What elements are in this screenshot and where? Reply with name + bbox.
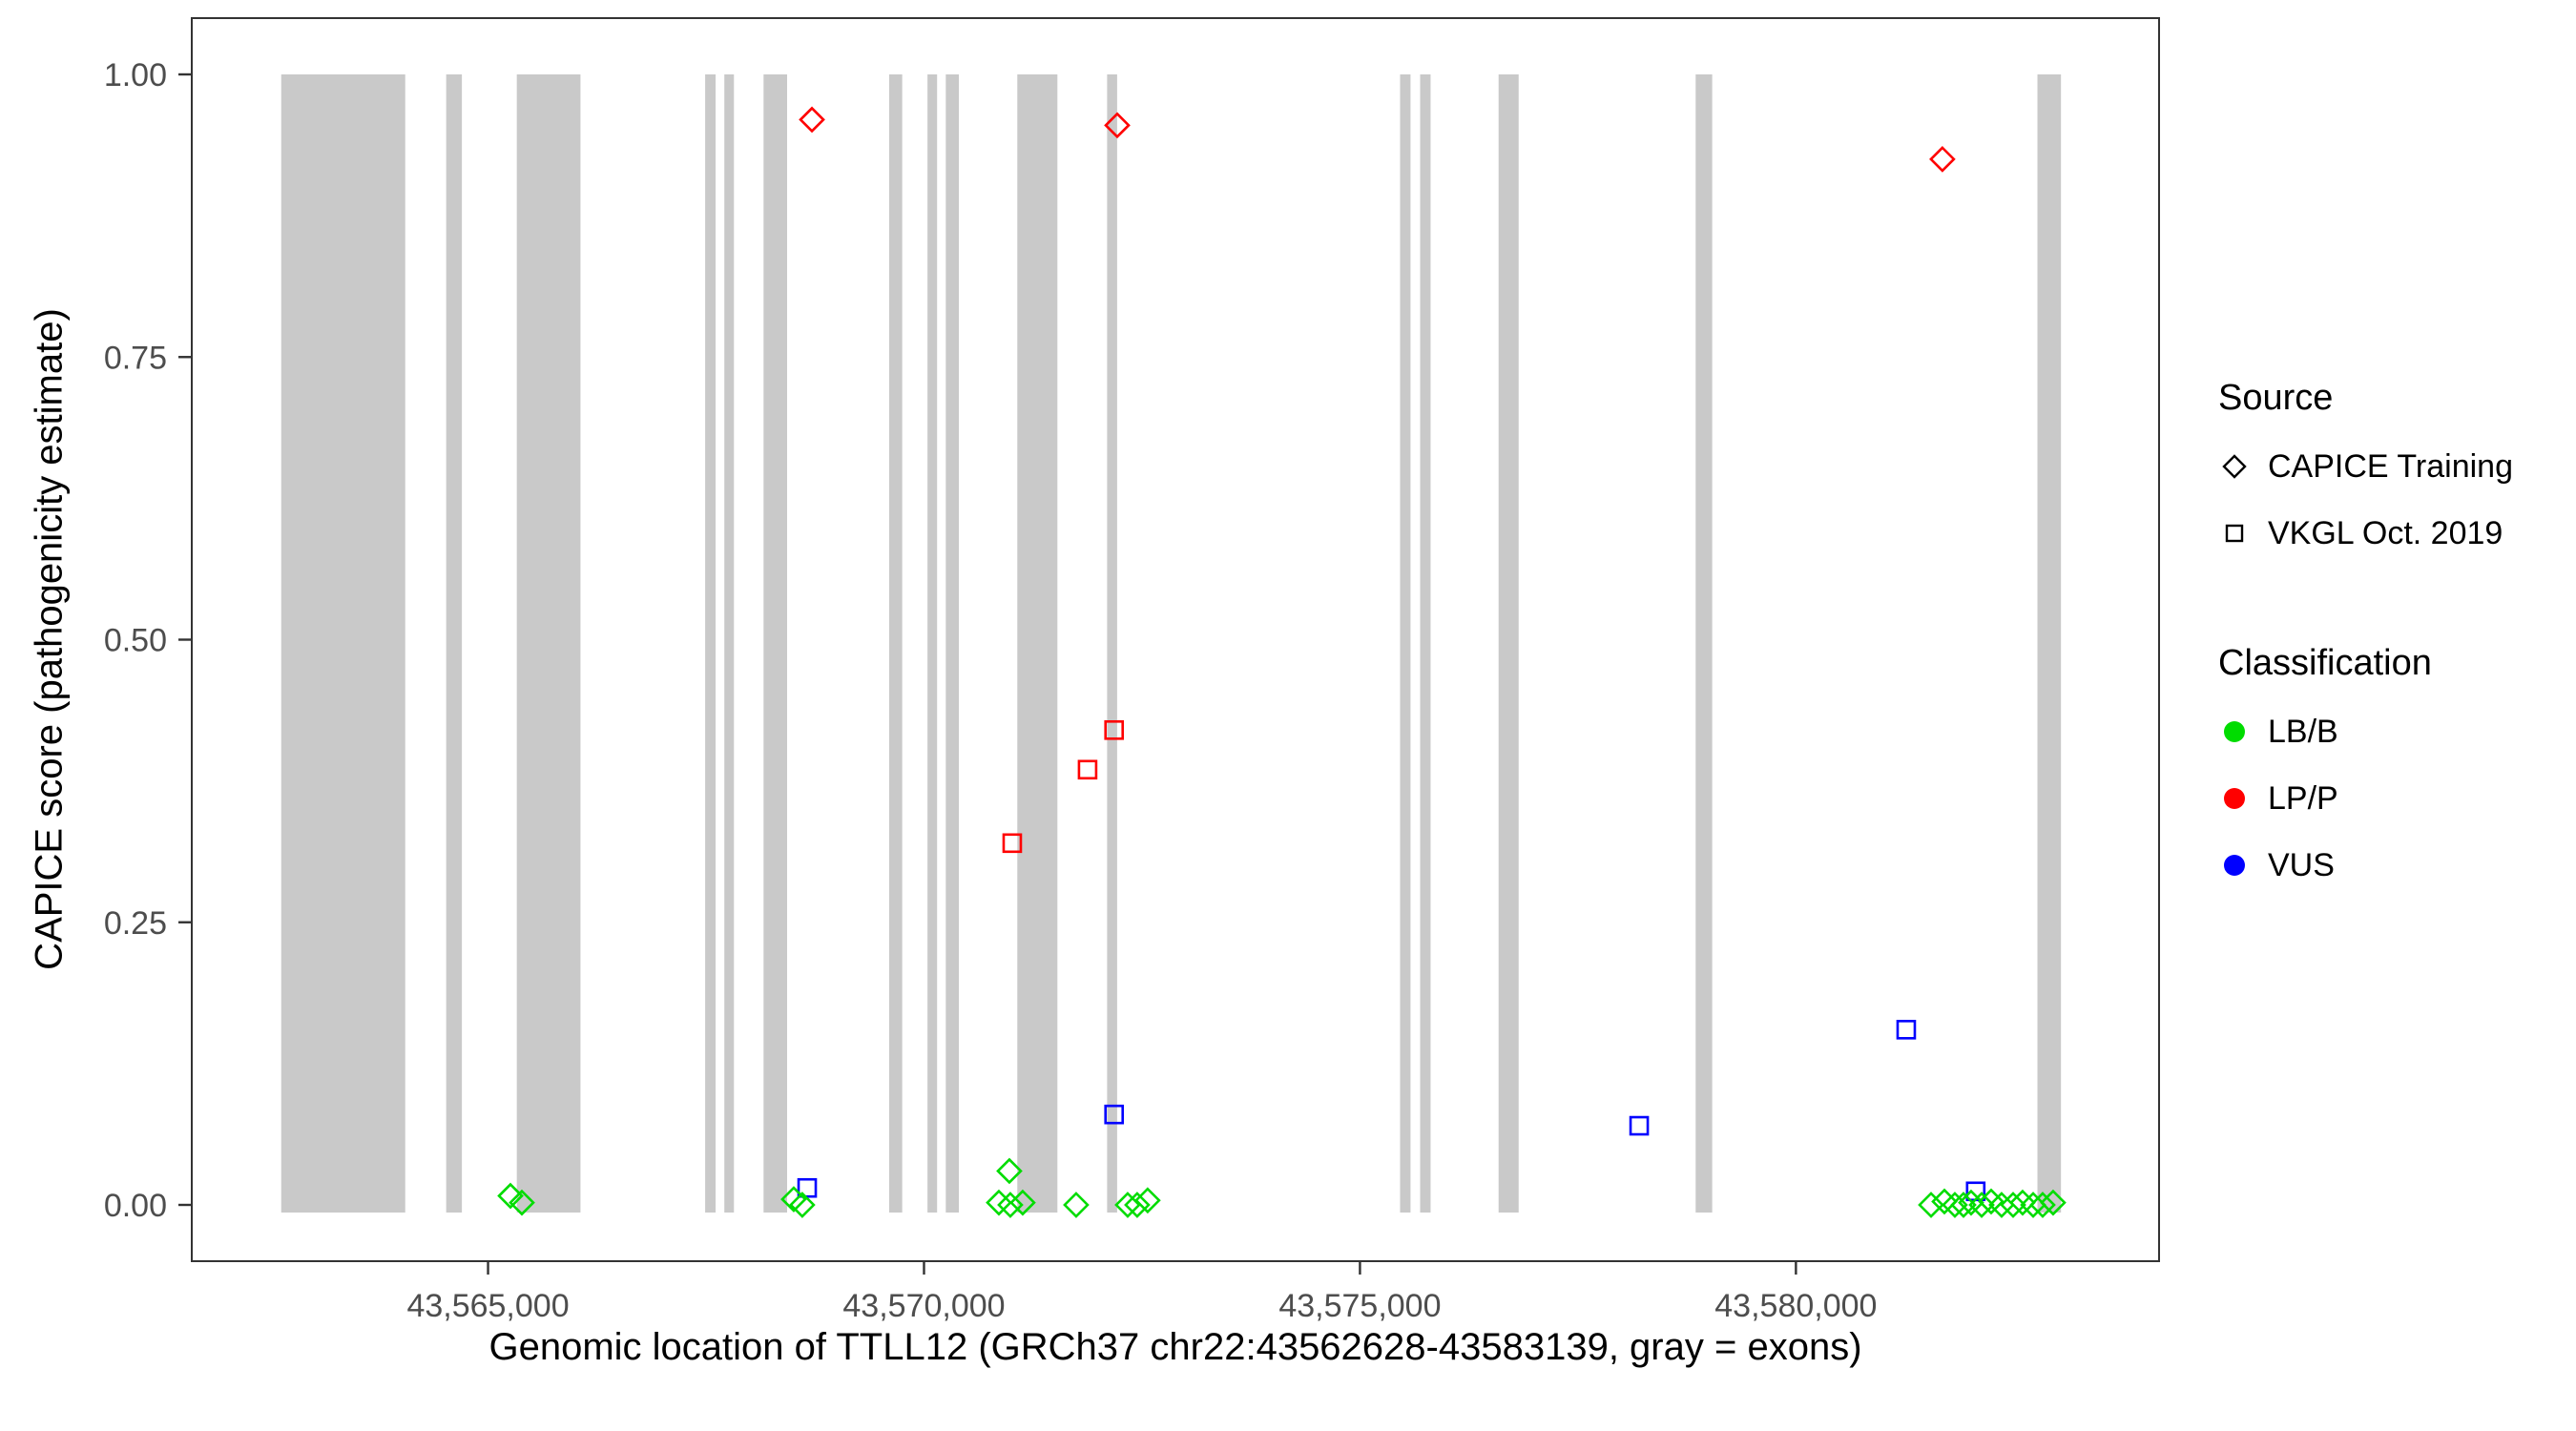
data-point-diamond (1950, 1192, 1977, 1218)
data-point-diamond (509, 1189, 535, 1216)
legend: Source CAPICE Training VKGL Oct. 2019 Cl… (2218, 380, 2562, 899)
data-point-diamond (1063, 1192, 1090, 1218)
data-point-diamond (1929, 146, 1956, 173)
y-axis-title: CAPICE score (pathogenicity estimate) (28, 308, 71, 970)
exon-bar (1498, 74, 1519, 1213)
data-point-square (797, 1177, 818, 1198)
data-point-diamond (1124, 1192, 1151, 1218)
y-tick-label: 1.00 (104, 57, 167, 93)
exon-bar (945, 74, 960, 1213)
legend-classification-title: Classification (2218, 643, 2432, 683)
x-axis-title: Genomic location of TTLL12 (GRCh37 chr22… (488, 1326, 1862, 1368)
exon-bar (705, 74, 717, 1213)
data-point-diamond (1968, 1192, 1995, 1218)
exon-bar (516, 74, 581, 1213)
legend-item-label: CAPICE Training (2268, 447, 2513, 485)
data-point-square (1002, 833, 1023, 854)
red-dot-icon (2218, 782, 2251, 815)
legend-item-label: VKGL Oct. 2019 (2268, 514, 2503, 551)
exon-bar (1400, 74, 1411, 1213)
legend-item-vkgl: VKGL Oct. 2019 (2218, 500, 2562, 567)
legend-item-lbb: LB/B (2218, 698, 2562, 765)
y-tick-label: 0.00 (104, 1188, 167, 1224)
data-point-diamond (2029, 1192, 2056, 1218)
exon-bar (1107, 74, 1117, 1213)
data-point-diamond (497, 1182, 524, 1210)
data-point-diamond (1918, 1192, 1944, 1218)
data-point-diamond (789, 1192, 816, 1218)
legend-item-vus: VUS (2218, 832, 2562, 899)
x-tick-label: 43,575,000 (1278, 1288, 1441, 1324)
diamond-icon (2218, 450, 2251, 483)
data-point-square (1629, 1115, 1650, 1136)
data-point-square (1104, 1104, 1125, 1125)
x-tick-label: 43,565,000 (406, 1288, 569, 1324)
data-point-diamond (1134, 1187, 1161, 1214)
green-dot-icon (2218, 716, 2251, 748)
data-point-diamond (2020, 1192, 2046, 1218)
exon-bar (1017, 74, 1058, 1213)
legend-item-label: LP/P (2268, 779, 2338, 817)
data-point-diamond (1104, 112, 1131, 139)
x-tick-label: 43,570,000 (842, 1288, 1005, 1324)
data-point-diamond (2040, 1189, 2067, 1216)
exon-bar (888, 74, 903, 1213)
data-point-diamond (1958, 1189, 1984, 1216)
legend-item-capice-training: CAPICE Training (2218, 433, 2562, 500)
data-point-diamond (997, 1192, 1024, 1218)
data-point-square (1896, 1020, 1917, 1040)
legend-item-lpp: LP/P (2218, 765, 2562, 832)
exon-bar (1695, 74, 1713, 1213)
exon-bar (927, 74, 938, 1213)
legend-item-label: LB/B (2268, 713, 2338, 750)
exon-bar (1420, 74, 1431, 1213)
legend-item-label: VUS (2268, 846, 2335, 883)
panel-border (191, 17, 2160, 1262)
y-tick-label: 0.25 (104, 905, 167, 942)
exon-bar (724, 74, 735, 1213)
data-point-diamond (996, 1157, 1023, 1185)
data-point-diamond (799, 106, 825, 134)
data-point-diamond (1114, 1192, 1141, 1218)
data-point-diamond (1009, 1189, 1036, 1216)
y-tick-label: 0.50 (104, 623, 167, 659)
data-point-square (1077, 759, 1098, 780)
exon-bar (280, 74, 405, 1213)
exon-bar (446, 74, 463, 1213)
exon-bar (763, 74, 788, 1213)
square-icon (2218, 517, 2251, 550)
legend-source-title: Source (2218, 378, 2334, 418)
data-point-square (1104, 719, 1125, 740)
data-point-diamond (2000, 1192, 2026, 1218)
data-point-diamond (2009, 1189, 2036, 1216)
data-point-diamond (1988, 1192, 2015, 1218)
blue-dot-icon (2218, 849, 2251, 881)
x-tick-label: 43,580,000 (1714, 1288, 1877, 1324)
data-point-diamond (986, 1189, 1012, 1216)
exon-bar (2037, 74, 2062, 1213)
y-tick-label: 0.75 (104, 340, 167, 376)
